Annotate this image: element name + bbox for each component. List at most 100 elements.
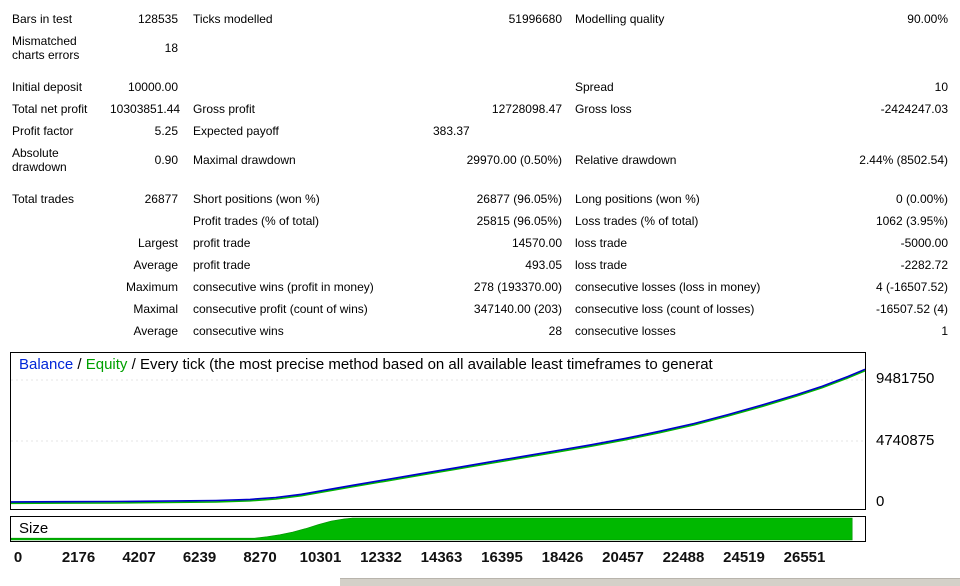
stat-label: Gross profit (193, 102, 256, 116)
stat-label: Loss trades (% of total) (575, 214, 699, 228)
stat-value: 128535 (137, 12, 178, 26)
stat-value: Largest (137, 236, 178, 250)
stat-label: Profit factor (12, 124, 74, 138)
stats-row: Average profit trade 493.05 loss trade -2282… (12, 254, 948, 276)
stat-label: Bars in test (12, 12, 73, 26)
y-axis-tick-top: 9481750 (876, 370, 935, 387)
stat-value: 2.44% (8502.54) (859, 153, 948, 167)
stat-label: Gross loss (575, 102, 632, 116)
size-panel: Size (10, 516, 866, 542)
y-axis-tick-mid: 4740875 (876, 432, 935, 449)
stats-row: Absolute drawdown 0.90 Maximal drawdown 299… (12, 142, 948, 178)
stats-row: Bars in test 128535 Ticks modelled 51996680… (12, 8, 948, 30)
x-axis-tick: 16395 (481, 549, 523, 566)
stat-value: 1 (941, 324, 948, 338)
size-area (11, 517, 853, 541)
stat-value: Average (133, 258, 178, 272)
stat-label: Absolute drawdown (12, 146, 67, 174)
x-axis-tick: 26551 (783, 549, 826, 566)
stats-table: Bars in test 128535 Ticks modelled 51996680… (12, 8, 948, 342)
stats-row: Average consecutive wins 28 consecutive los… (12, 320, 948, 342)
stat-value: 4 (-16507.52) (875, 280, 948, 294)
stat-label: consecutive losses (loss in money) (575, 280, 761, 294)
x-axis-tick: 18426 (541, 549, 584, 566)
stats-row: Initial deposit 10000.00 Spread 10 (12, 76, 948, 98)
stat-label: Maximal drawdown (193, 153, 296, 167)
stat-label: Total net profit (12, 102, 88, 116)
stat-value: 0.90 (154, 153, 178, 167)
stat-label: consecutive wins (193, 324, 284, 338)
x-axis-tick: 2176 (61, 549, 96, 566)
balance-equity-plot (11, 368, 865, 505)
stat-label: Long positions (won %) (575, 192, 700, 206)
stats-row: Largest profit trade 14570.00 loss trade -50… (12, 232, 948, 254)
stat-label: consecutive losses (575, 324, 676, 338)
stat-label: Ticks modelled (193, 12, 273, 26)
stat-value: 493.05 (525, 258, 562, 272)
stat-value: 278 (193370.00) (473, 280, 562, 294)
x-axis-tick: 14363 (420, 549, 463, 566)
equity-line (11, 369, 865, 505)
stat-label: Initial deposit (12, 80, 83, 94)
stat-value: 10 (934, 80, 948, 94)
size-panel-label: Size (19, 520, 49, 537)
stat-label: profit trade (193, 258, 251, 272)
legend-equity-label: Equity (85, 356, 128, 373)
balance-equity-chart: Balance / Equity / Every tick (the most … (10, 352, 866, 510)
stats-row: Mismatched charts errors 18 (12, 30, 948, 66)
stat-value: -2282.72 (900, 258, 948, 272)
stat-value: 18 (164, 41, 178, 55)
horizontal-scrollbar[interactable] (340, 578, 960, 586)
stats-row: Maximum consecutive wins (profit in money… (12, 276, 948, 298)
legend-balance-label: Balance (19, 356, 74, 373)
size-plot (11, 517, 853, 541)
stats-row: Profit trades (% of total) 25815 (96.05%)… (12, 210, 948, 232)
stat-value: 12728098.47 (491, 102, 562, 116)
stat-value: 10303851.44 (110, 102, 181, 116)
stat-label: Total trades (12, 192, 75, 206)
stat-value: Maximum (125, 280, 178, 294)
stat-value: 14570.00 (511, 236, 562, 250)
stat-label: Mismatched charts errors (12, 34, 80, 62)
balance-line (11, 368, 865, 503)
stat-label: Profit trades (% of total) (193, 214, 320, 228)
stat-value: 5.25 (154, 124, 178, 138)
x-axis-tick: 0 (13, 549, 23, 566)
stat-value: 1062 (3.95%) (875, 214, 948, 228)
x-axis-tick: 12332 (360, 549, 402, 566)
stat-value: -5000.00 (900, 236, 948, 250)
stat-value: 26877 (96.05%) (476, 192, 562, 206)
stat-label: loss trade (575, 258, 628, 272)
stat-label: Expected payoff (193, 124, 279, 138)
stat-value: 0 (0.00%) (895, 192, 948, 206)
stat-label: Short positions (won %) (193, 192, 320, 206)
stat-value: 26877 (144, 192, 178, 206)
stat-label: profit trade (193, 236, 251, 250)
stat-value: 25815 (96.05%) (476, 214, 562, 228)
stat-label: Modelling quality (575, 12, 665, 26)
x-axis-tick: 10301 (299, 549, 342, 566)
stats-row: Profit factor 5.25 Expected payoff 383.37 (12, 120, 948, 142)
stat-label: Spread (575, 80, 614, 94)
stat-label: loss trade (575, 236, 628, 250)
x-axis-tick: 22488 (662, 549, 705, 566)
chart-header: Balance / Equity / Every tick (the most … (11, 353, 865, 373)
legend-separator: / (73, 356, 86, 373)
stat-value: 29970.00 (0.50%) (466, 153, 562, 167)
legend-separator: / (127, 356, 140, 373)
stat-value: Maximal (133, 302, 178, 316)
stat-value: 347140.00 (203) (473, 302, 562, 316)
stats-row: Total trades 26877 Short positions (won %)… (12, 188, 948, 210)
x-axis-tick: 4207 (122, 549, 156, 566)
y-axis-tick-zero: 0 (876, 493, 885, 510)
stat-value: 90.00% (907, 12, 948, 26)
stat-value: 28 (548, 324, 562, 338)
stats-row: Maximal consecutive profit (count of wins… (12, 298, 948, 320)
stats-row: Total net profit 10303851.44 Gross profit 1… (12, 98, 948, 120)
x-axis: 0 2176 4207 6239 8270 10301 12332 14363 16395 184… (10, 549, 910, 571)
x-axis-tick: 6239 (182, 549, 217, 566)
stat-value: 10000.00 (127, 80, 178, 94)
stat-value: -16507.52 (4) (875, 302, 948, 316)
chart-subtitle: Every tick (the most precise method base… (139, 356, 713, 373)
stat-value: Average (133, 324, 178, 338)
